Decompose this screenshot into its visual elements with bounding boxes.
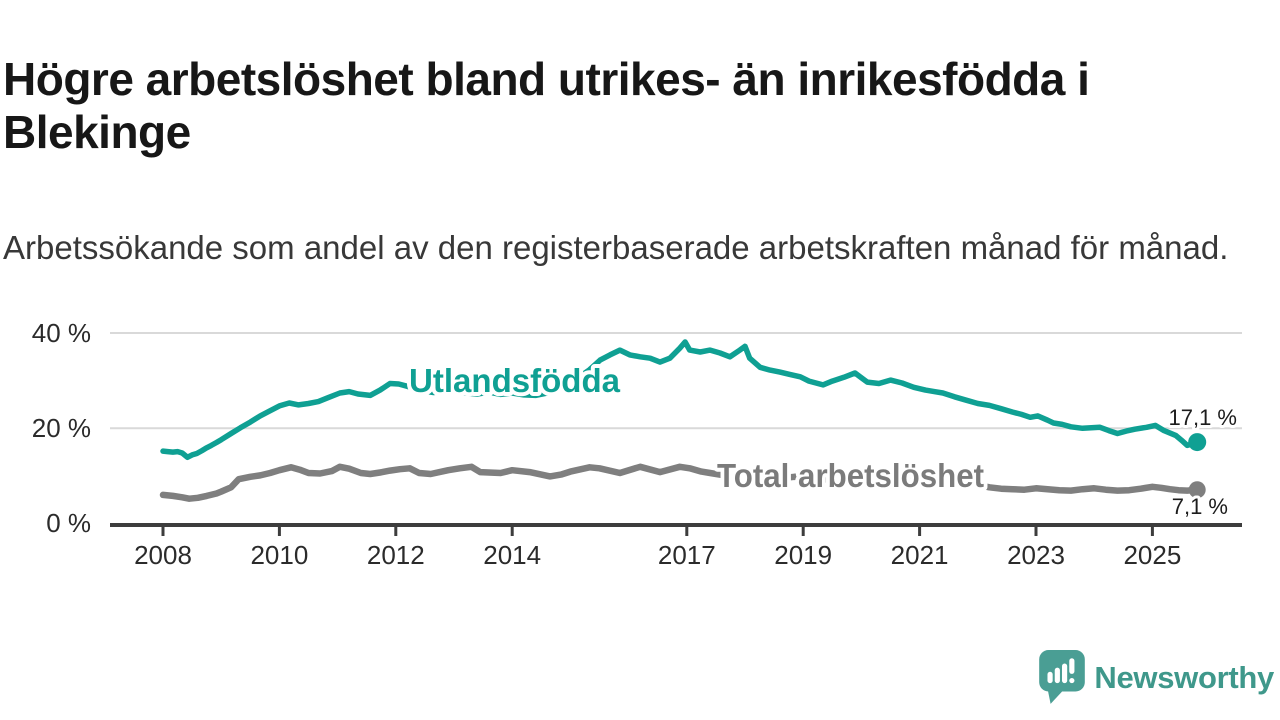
x-tick-label-2019: 2019 bbox=[774, 540, 832, 570]
newsworthy-logo: Newsworthy bbox=[1039, 650, 1274, 706]
foreign-born-line bbox=[160, 339, 1200, 461]
y-tick-label-0: 0 % bbox=[46, 508, 91, 538]
foreign-born-end-dot bbox=[1188, 433, 1207, 452]
page-title: Högre arbetslöshet bland utrikes- än inr… bbox=[3, 52, 1090, 158]
x-tick-label-2008: 2008 bbox=[134, 540, 192, 570]
x-tick-label-2017: 2017 bbox=[658, 540, 716, 570]
total-end-dot bbox=[1188, 481, 1206, 499]
total-unemployment-line bbox=[159, 463, 1201, 502]
foreign-born-series-label: Utlandsfödda bbox=[409, 362, 621, 399]
x-axis-ticks: 2008 2010 2012 2014 2017 2019 2021 2023 2025 bbox=[134, 527, 1181, 570]
x-tick-label-2021: 2021 bbox=[891, 540, 949, 570]
y-tick-label-40: 40 % bbox=[32, 318, 91, 348]
x-tick-label-2012: 2012 bbox=[367, 540, 425, 570]
foreign-born-end-value: 17,1 % bbox=[1169, 405, 1238, 430]
newsworthy-speech-bubble-chart-icon bbox=[1039, 650, 1086, 704]
newsworthy-wordmark: Newsworthy bbox=[1094, 660, 1274, 695]
gridlines bbox=[110, 332, 1242, 430]
x-tick-label-2014: 2014 bbox=[483, 540, 541, 570]
total-end-value: 7,1 % bbox=[1172, 494, 1228, 519]
x-tick-label-2023: 2023 bbox=[1007, 540, 1065, 570]
chart-subtitle: Arbetssökande som andel av den registerb… bbox=[3, 229, 1229, 266]
x-tick-label-2025: 2025 bbox=[1123, 540, 1181, 570]
x-tick-label-2010: 2010 bbox=[250, 540, 308, 570]
total-series-label: Total arbetslöshet bbox=[717, 457, 984, 494]
y-tick-label-20: 20 % bbox=[32, 413, 91, 443]
